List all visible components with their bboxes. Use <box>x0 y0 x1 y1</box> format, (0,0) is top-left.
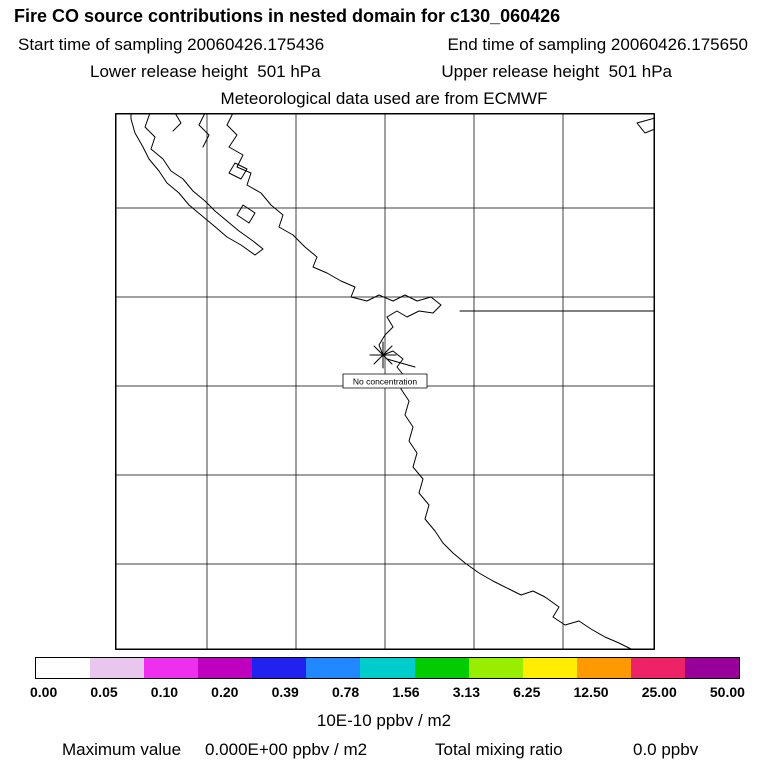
total-mixing-ratio-label: Total mixing ratio <box>435 740 563 759</box>
mainland-coast-path <box>226 113 636 650</box>
colorbar-segment <box>522 658 577 678</box>
colorbar-tick-label: 0.78 <box>331 684 360 700</box>
colorbar-tick-label: 12.50 <box>573 684 609 700</box>
colorbar-segment <box>684 658 740 678</box>
colorbar-ticks: 0.00 0.05 0.10 0.20 0.39 0.78 1.56 3.13 6.25 12.5… <box>30 684 745 700</box>
end-time-text: End time of sampling 20060426.175650 <box>447 35 748 54</box>
upper-release-text: Upper release height 501 hPa <box>441 62 672 81</box>
vancouver-island-path <box>130 113 264 256</box>
no-concentration-text: No concentration <box>353 377 418 387</box>
no-concentration-label: No concentration <box>342 373 428 389</box>
start-time-text: Start time of sampling 20060426.175436 <box>18 35 325 54</box>
colorbar-segment <box>36 658 91 678</box>
lower-release-text: Lower release height 501 hPa <box>90 62 321 81</box>
inlet-path-2 <box>198 113 210 148</box>
colorbar <box>35 657 740 679</box>
colorbar-tick-label: 0.05 <box>90 684 118 700</box>
total-mixing-ratio-value: 0.0 ppbv <box>633 740 699 759</box>
colorbar-segment <box>414 658 469 678</box>
map-frame <box>115 113 655 650</box>
summary-line: Maximum value 0.000E+00 ppbv / m2 Total … <box>0 740 768 764</box>
colorbar-segment <box>252 658 307 678</box>
release-point-marker <box>369 341 416 369</box>
colorbar-segment <box>360 658 415 678</box>
topright-coast-fragment <box>636 117 655 134</box>
colorbar-tick-label: 50.00 <box>709 684 745 700</box>
colorbar-segment <box>576 658 631 678</box>
colorbar-segment <box>90 658 145 678</box>
sampling-times-line: Start time of sampling 20060426.175436 E… <box>18 35 748 55</box>
colorbar-tick-label: 0.39 <box>271 684 299 700</box>
small-island-2 <box>236 204 256 224</box>
colorbar-segment <box>306 658 361 678</box>
colorbar-tick-label: 0.00 <box>30 684 58 700</box>
colorbar-tick-label: 0.20 <box>211 684 239 700</box>
small-island-1 <box>228 162 248 180</box>
colorbar-tick-label: 3.13 <box>452 684 480 700</box>
colorbar-tick-label: 1.56 <box>392 684 420 700</box>
colorbar-segment <box>630 658 685 678</box>
colorbar-segment <box>144 658 199 678</box>
coastline <box>130 113 655 650</box>
colorbar-units-label: 10E-10 ppbv / m2 <box>316 711 452 730</box>
met-data-text: Meteorological data used are from ECMWF <box>220 89 548 108</box>
inlet-path-1 <box>172 113 182 132</box>
colorbar-segment <box>198 658 253 678</box>
colorbar-tick-label: 25.00 <box>641 684 677 700</box>
maximum-value: 0.000E+00 ppbv / m2 <box>205 740 368 759</box>
map-plot: No concentration <box>115 113 655 650</box>
release-heights-line: Lower release height 501 hPa Upper relea… <box>90 62 672 82</box>
map-gridlines <box>115 113 655 650</box>
colorbar-segment <box>468 658 523 678</box>
maximum-value-label: Maximum value <box>62 740 182 759</box>
colorbar-tick-label: 0.10 <box>150 684 179 700</box>
colorbar-tick-label: 6.25 <box>513 684 541 700</box>
figure-title: Fire CO source contributions in nested d… <box>14 6 561 26</box>
